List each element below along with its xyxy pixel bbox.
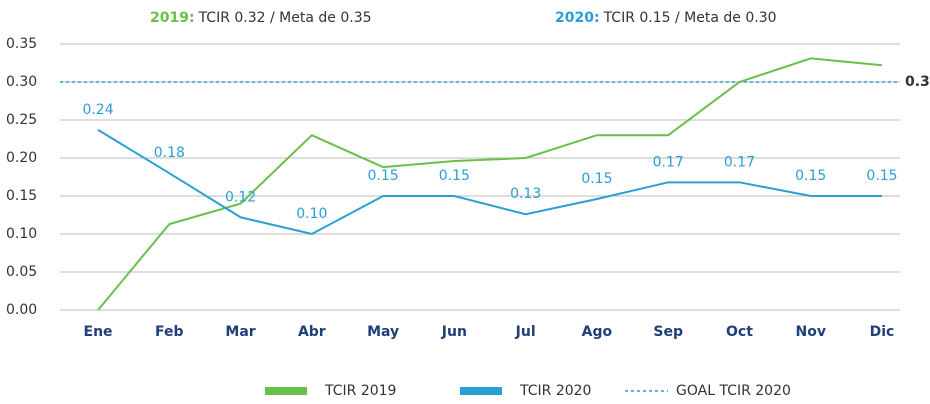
legend-label: TCIR 2019 xyxy=(324,383,396,399)
data-label: 0.15 xyxy=(795,168,826,184)
x-tick-label: Sep xyxy=(653,324,683,340)
annotation-label: 2020: xyxy=(555,10,600,26)
data-label: 0.12 xyxy=(225,189,256,205)
x-tick-label: Dic xyxy=(870,324,895,340)
legend-swatch xyxy=(460,387,502,395)
x-tick-label: Ago xyxy=(582,324,613,340)
x-tick-label: Abr xyxy=(298,324,326,340)
y-tick-label: 0.10 xyxy=(6,226,37,242)
data-label: 0.15 xyxy=(581,171,612,187)
annotation-label: 2019: xyxy=(150,10,195,26)
x-tick-label: Oct xyxy=(726,324,753,340)
series-line xyxy=(97,57,883,311)
data-label: 0.15 xyxy=(368,168,399,184)
x-tick-label: Mar xyxy=(225,324,255,340)
y-tick-label: 0.00 xyxy=(6,302,37,318)
x-tick-label: Jul xyxy=(515,324,536,340)
annotation: 2019: TCIR 0.32 / Meta de 0.35 xyxy=(150,10,372,26)
y-tick-label: 0.30 xyxy=(6,74,37,90)
y-tick-label: 0.20 xyxy=(6,150,37,166)
legend-swatch xyxy=(265,387,307,395)
goal-label: 0.30 xyxy=(905,74,930,90)
x-tick-label: Jun xyxy=(441,324,467,340)
x-tick-label: Feb xyxy=(155,324,184,340)
annotation: 2020: TCIR 0.15 / Meta de 0.30 xyxy=(555,10,777,26)
legend-label: TCIR 2020 xyxy=(519,383,591,399)
annotation-text: TCIR 0.32 / Meta de 0.35 xyxy=(198,10,372,26)
series-line xyxy=(97,129,883,236)
data-label: 0.17 xyxy=(653,154,684,170)
annotation-text: TCIR 0.15 / Meta de 0.30 xyxy=(603,10,777,26)
y-tick-label: 0.25 xyxy=(6,112,37,128)
data-label: 0.17 xyxy=(724,154,755,170)
x-tick-label: Nov xyxy=(796,324,826,340)
y-tick-label: 0.35 xyxy=(6,36,37,52)
y-tick-label: 0.15 xyxy=(6,188,37,204)
data-label: 0.15 xyxy=(439,168,470,184)
data-label: 0.18 xyxy=(154,145,185,161)
x-tick-label: May xyxy=(367,324,399,340)
y-tick-label: 0.05 xyxy=(6,264,37,280)
x-tick-label: Ene xyxy=(84,324,113,340)
data-label: 0.13 xyxy=(510,186,541,202)
legend-label: GOAL TCIR 2020 xyxy=(676,383,791,399)
data-label: 0.10 xyxy=(296,206,327,222)
data-label: 0.15 xyxy=(866,168,897,184)
data-label: 0.24 xyxy=(82,102,113,118)
